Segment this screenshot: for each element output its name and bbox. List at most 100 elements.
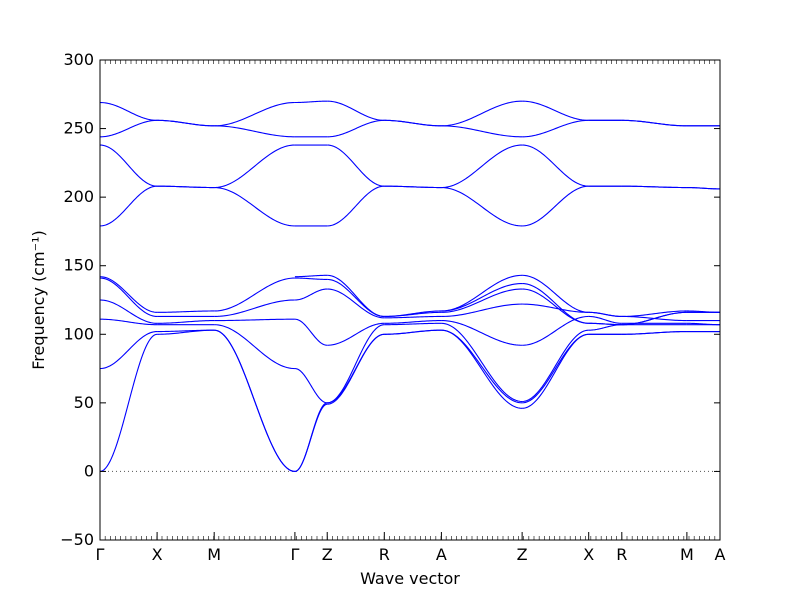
band-branch-5-6 <box>384 310 442 318</box>
band-branch-4-10 <box>327 100 385 121</box>
band-branch-7-1 <box>522 333 589 409</box>
band-branch-4-4 <box>327 288 385 319</box>
band-branch-1-3 <box>157 320 215 324</box>
band-branch-6-0 <box>441 329 523 404</box>
band-branch-4-8 <box>327 144 385 187</box>
x-tick-label: Z <box>322 545 333 564</box>
band-branch-7-10 <box>522 119 589 138</box>
band-branch-5-8 <box>384 185 442 189</box>
band-branch-4-7 <box>327 185 385 227</box>
y-axis-label: Frequency (cm⁻¹) <box>29 230 48 369</box>
band-branch-6-10 <box>441 125 523 138</box>
band-branch-8-2 <box>588 324 622 331</box>
band-branch-4-3 <box>327 322 385 346</box>
band-branch-10-3 <box>686 322 721 326</box>
band-branch-8-7 <box>588 311 622 318</box>
axes-layer: −50 0 50 100 150 200 250 300 Γ X M Γ Z R A Z X R M A <box>60 50 725 564</box>
y-tick-label: 150 <box>63 256 94 275</box>
band-branch-0-5 <box>99 276 158 313</box>
band-branch-5-4 <box>384 315 442 319</box>
band-branch-10-9 <box>686 186 720 190</box>
band-branch-7-4 <box>522 303 589 313</box>
x-tick-label: Γ <box>96 545 105 564</box>
band-branch-0-0 <box>99 333 158 472</box>
x-tick-label: A <box>436 545 447 564</box>
band-branch-8-3 <box>588 315 622 324</box>
band-branch-2-6 <box>214 186 295 227</box>
band-branch-6-9 <box>441 144 523 189</box>
x-tick-label: R <box>616 545 627 564</box>
x-tick-label: M <box>207 545 221 564</box>
y-tick-label: 50 <box>74 393 94 412</box>
band-branch-4-5 <box>327 278 385 318</box>
band-branch-9-6 <box>621 311 687 326</box>
x-tick-label: Z <box>517 545 528 564</box>
band-branch-10-7 <box>686 310 720 313</box>
band-branch-1-1 <box>157 329 215 333</box>
band-branch-6-7 <box>441 274 523 312</box>
y-tick-label: 200 <box>63 187 94 206</box>
band-branch-6-11 <box>441 100 523 127</box>
band-branch-0-3 <box>99 299 158 324</box>
band-branch-6-4 <box>441 303 523 318</box>
plot-frame <box>99 59 721 541</box>
band-branch-9-11 <box>621 119 687 127</box>
band-branch-4-6 <box>327 274 385 318</box>
band-branch-1-7 <box>157 185 215 189</box>
band-branch-7-11 <box>522 100 589 121</box>
band-branch-2-1 <box>214 329 295 472</box>
band-branch-7-6 <box>522 282 589 324</box>
band-branch-0-6 <box>99 185 158 227</box>
band-branch-7-9 <box>522 144 589 187</box>
band-branch-2-9 <box>214 101 295 127</box>
x-tick-label: X <box>152 545 163 564</box>
band-branch-2-7 <box>214 144 295 189</box>
x-tick-label: Γ <box>290 545 299 564</box>
band-branch-5-10 <box>384 119 442 127</box>
x-tick-label: A <box>715 545 726 564</box>
band-branch-7-3 <box>522 315 589 346</box>
band-branch-3-4 <box>294 288 328 301</box>
x-tick-label: R <box>379 545 390 564</box>
x-axis-label: Wave vector <box>360 569 460 588</box>
band-branch-2-3 <box>214 318 295 322</box>
band-branch-3-1 <box>294 402 328 472</box>
band-branch-3-3 <box>294 318 328 346</box>
band-branch-3-2 <box>294 368 328 404</box>
band-branch-3-5 <box>294 277 328 280</box>
band-branch-0-1 <box>99 330 158 370</box>
band-branch-4-9 <box>327 119 385 138</box>
band-branch-5-1 <box>384 329 442 335</box>
band-branch-5-2 <box>384 322 442 326</box>
band-branch-6-1 <box>441 329 523 409</box>
band-branch-6-3 <box>441 320 523 346</box>
y-tick-label: 250 <box>63 119 94 138</box>
band-branch-3-10 <box>294 100 328 104</box>
band-branch-0-7 <box>99 144 158 187</box>
y-tick-label: 300 <box>63 50 94 69</box>
band-branch-0-4 <box>99 277 158 318</box>
band-branch-2-8 <box>214 125 295 138</box>
band-branch-1-9 <box>157 119 215 127</box>
band-branch-1-5 <box>157 310 215 313</box>
band-branch-6-2 <box>441 322 523 403</box>
band-branch-2-2 <box>214 324 295 370</box>
y-tick-label: 0 <box>84 461 94 480</box>
band-branch-7-2 <box>522 329 589 403</box>
band-branch-4-2 <box>327 324 385 404</box>
band-branch-3-6 <box>294 274 328 278</box>
plot-layer <box>99 100 721 472</box>
band-branch-5-3 <box>384 320 442 324</box>
x-tick-label: M <box>680 545 694 564</box>
band-branch-7-7 <box>522 274 589 313</box>
band-branch-6-5 <box>441 288 523 313</box>
band-branch-9-1 <box>621 330 687 335</box>
band-branch-0-2 <box>99 318 158 326</box>
band-branch-8-6 <box>588 322 622 326</box>
band-branch-0-9 <box>99 101 158 121</box>
band-branch-7-0 <box>522 333 589 404</box>
x-tick-label: X <box>583 545 594 564</box>
band-branch-9-9 <box>621 185 687 189</box>
band-branch-7-8 <box>522 185 589 227</box>
